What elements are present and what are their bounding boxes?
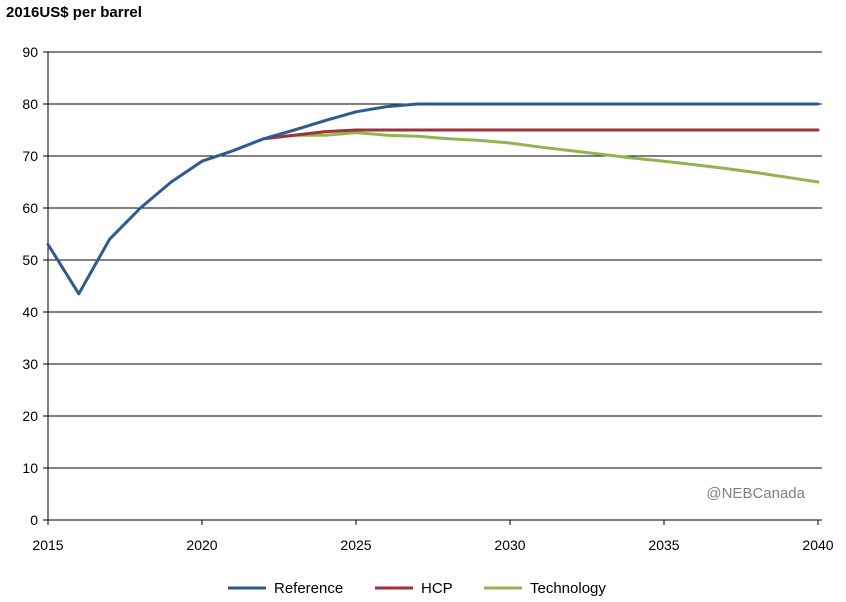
x-tick-label: 2015 — [32, 537, 63, 553]
series-line-reference — [46, 102, 820, 296]
y-tick-label: 30 — [22, 356, 38, 372]
x-tick-labels: 2015 2020 2025 2030 2035 2040 — [32, 520, 834, 553]
y-tick-label: 60 — [22, 200, 38, 216]
legend-label-reference: Reference — [274, 580, 343, 597]
legend-label-hcp: HCP — [421, 580, 453, 597]
y-tick-label: 90 — [22, 44, 38, 60]
y-tick-label: 80 — [22, 96, 38, 112]
y-tick-label: 0 — [30, 512, 38, 528]
watermark: @NEBCanada — [706, 485, 805, 502]
legend: Reference HCP Technology — [228, 580, 606, 597]
series-line-hcp — [262, 128, 820, 141]
legend-label-technology: Technology — [530, 580, 606, 597]
gridlines — [48, 51, 822, 469]
x-tick-label: 2030 — [494, 537, 525, 553]
x-tick-label: 2040 — [802, 537, 833, 553]
y-tick-label: 20 — [22, 408, 38, 424]
x-tick-label: 2020 — [186, 537, 217, 553]
y-tick-label: 50 — [22, 252, 38, 268]
series-line-technology — [262, 131, 820, 184]
series-lines — [46, 102, 820, 296]
x-tick-label: 2035 — [648, 537, 679, 553]
y-tick-label: 10 — [22, 460, 38, 476]
y-axis-label: 2016US$ per barrel — [6, 4, 142, 21]
y-tick-label: 70 — [22, 148, 38, 164]
x-tick-label: 2025 — [340, 537, 371, 553]
y-tick-labels: 0 10 20 30 40 50 60 70 80 90 — [22, 44, 48, 528]
axes — [47, 52, 822, 521]
y-tick-label: 40 — [22, 304, 38, 320]
